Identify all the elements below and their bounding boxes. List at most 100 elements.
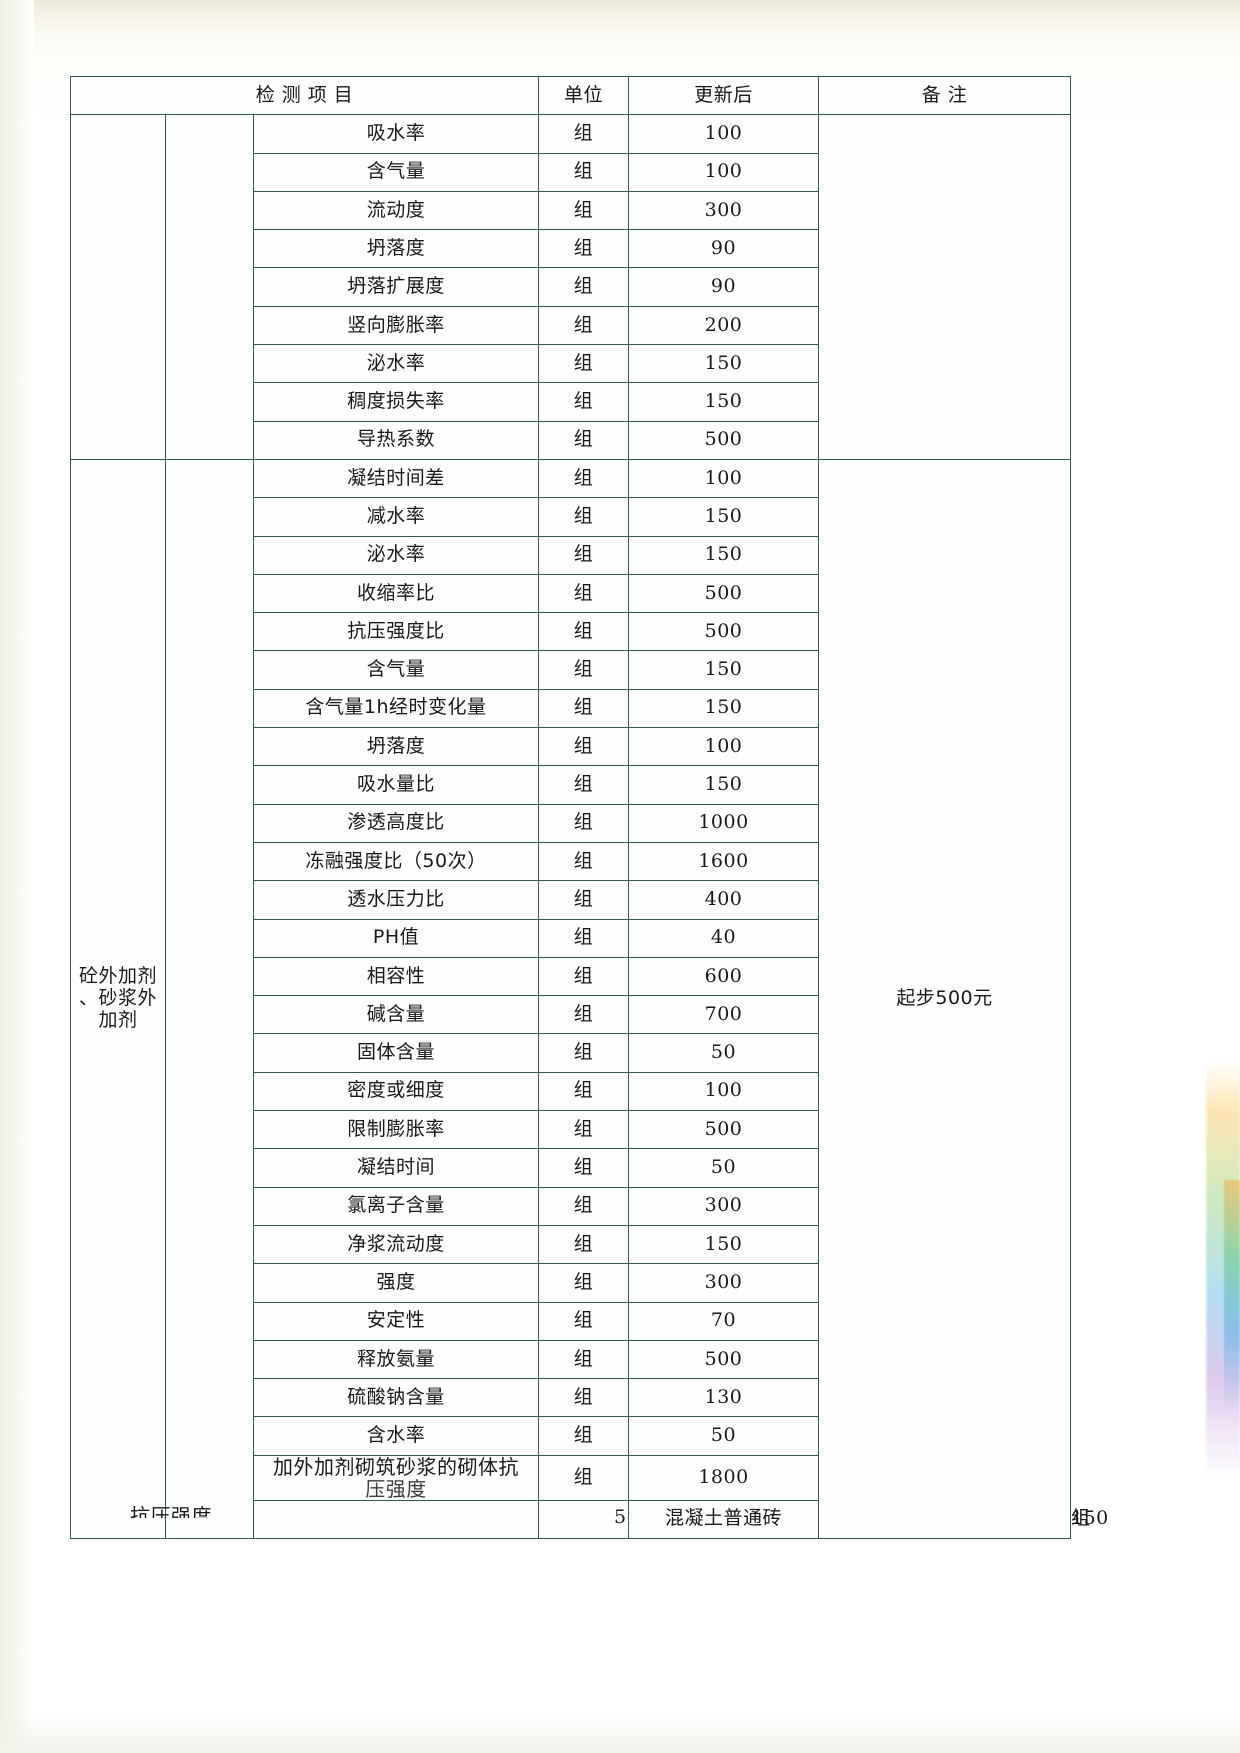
unit-cell: 组 (538, 1416, 629, 1456)
item-name-cell: 相容性 (253, 956, 539, 997)
value-cell: 1000 (628, 803, 819, 843)
item-name-cell: 渗透高度比 (253, 803, 539, 843)
table-row: 密度或细度组 100 (71, 1071, 1071, 1112)
table-row: 氯离子含量组 300 (71, 1186, 1071, 1226)
item-name-cell: 收缩率比 (253, 573, 539, 614)
unit-cell: 组 (538, 688, 629, 729)
value-cell: 300 (628, 1263, 819, 1303)
value-cell: 500 (628, 1110, 819, 1150)
value-cell: 50 (628, 1416, 819, 1456)
item-name-cell: 密度或细度 (253, 1071, 539, 1112)
unit-cell: 组 (538, 803, 629, 843)
item-name-cell: 透水压力比 (253, 880, 539, 920)
unit-cell: 组 (538, 1454, 629, 1501)
table-row: 坍落度组 100 (71, 727, 1071, 767)
table-row: 坍落扩展度组 90 (71, 267, 1071, 307)
value-cell: 50 (628, 1033, 819, 1073)
table-row: 相容性组 600 (71, 956, 1071, 997)
item-name-cell: 碱含量 (253, 995, 539, 1035)
category-cell-strength (253, 1499, 539, 1539)
value-cell: 100 (628, 727, 819, 767)
value-cell: 100 (628, 1071, 819, 1112)
scan-top-edge (0, 0, 1240, 34)
item-name-cell: 坍落度 (253, 727, 539, 767)
inspection-fee-table: 检 测 项 目单位 更新后备 注吸水率组 100 含气量组 100 流动度组 300 坍落度组… (70, 75, 1109, 1539)
note-cell-top (818, 114, 1071, 460)
item-name-cell: 净浆流动度 (253, 1224, 539, 1265)
scan-bottom-shadow (0, 1713, 1240, 1753)
subcategory-cell-strength (538, 1499, 629, 1539)
item-name-cell: 硫酸钠含量 (253, 1378, 539, 1418)
table-row: 渗透高度比组 1000 (71, 803, 1071, 843)
unit-cell: 组 (538, 918, 629, 958)
item-name-cell: PH值 (253, 918, 539, 958)
table-row: 含气量1h经时变化量组 150 (71, 688, 1071, 729)
unit-cell: 组 (538, 1339, 629, 1380)
value-cell: 90 (628, 267, 819, 307)
unit-cell: 组 (538, 1301, 629, 1341)
unit-cell: 组 (538, 1186, 629, 1226)
subcategory-cell-top (165, 114, 254, 460)
table-row: 碱含量组 700 (71, 995, 1071, 1035)
item-name-cell: 稠度损失率 (253, 382, 539, 422)
unit-cell: 组 (538, 535, 629, 575)
item-name-cell: 吸水量比 (253, 765, 539, 805)
item-name-cell: 坍落度 (253, 229, 539, 269)
unit-cell: 组 (538, 880, 629, 920)
unit-cell: 组 (538, 305, 629, 346)
table-row: 硫酸钠含量组 130 (71, 1378, 1071, 1418)
unit-cell: 组 (538, 1110, 629, 1150)
item-name-cell: 流动度 (253, 190, 539, 231)
unit-cell: 组 (538, 190, 629, 231)
header-note: 备 注 (818, 75, 1071, 116)
category-cell-additives: 砼外加剂 、砂浆外 加剂 (70, 458, 166, 1539)
scan-left-edge (0, 0, 34, 1753)
unit-cell: 组 (538, 995, 629, 1035)
unit-cell: 组 (538, 1378, 629, 1418)
item-name-cell: 含气量 (253, 650, 539, 690)
header-updated: 更新后 (628, 75, 819, 116)
scan-color-fringe-inner (1224, 1180, 1240, 1410)
item-name-cell: 含水率 (253, 1416, 539, 1456)
subcategory-cell-additives (165, 458, 254, 1539)
unit-cell: 组 (538, 497, 629, 537)
value-cell: 500 (628, 573, 819, 614)
value-cell: 50 (628, 1148, 819, 1188)
value-cell: 150 (628, 1224, 819, 1265)
table-row: 限制膨胀率组 500 (71, 1110, 1071, 1150)
unit-cell: 组 (538, 841, 629, 882)
unit-cell: 组 (538, 1033, 629, 1073)
unit-cell: 组 (538, 420, 629, 460)
table-body: 检 测 项 目单位 更新后备 注吸水率组 100 含气量组 100 流动度组 300 坍落度组… (70, 75, 1109, 1539)
value-cell: 130 (628, 1378, 819, 1418)
table-row: 冻融强度比（50次）组 1600 (71, 841, 1071, 882)
table-row: 吸水率组 100 (70, 114, 1071, 460)
page-number: 5 (613, 1506, 627, 1528)
unit-cell: 组 (538, 573, 629, 614)
header-unit: 单位 (538, 75, 629, 116)
unit-cell: 组 (538, 1148, 629, 1188)
unit-cell: 组 (538, 229, 629, 269)
item-name-cell: 凝结时间 (253, 1148, 539, 1188)
value-cell: 150 (628, 382, 819, 422)
header-item: 检 测 项 目 (70, 75, 539, 116)
value-cell: 150 (628, 535, 819, 575)
value-cell: 300 (628, 190, 819, 231)
unit-cell: 组 (538, 727, 629, 767)
item-name-cell: 混凝土普通砖 (628, 1499, 819, 1539)
value-cell: 100 (628, 152, 819, 192)
unit-cell: 组 (538, 267, 629, 307)
table-row: 释放氨量组 500 (71, 1339, 1071, 1380)
table-row: 泌水率组 150 (71, 535, 1071, 575)
value-cell: 100 (628, 114, 819, 154)
item-name-line1: 加外加剂砌筑砂浆的砌体抗 (273, 1455, 519, 1479)
table-row-last: 混凝土普通砖组150 (71, 1499, 1109, 1539)
value-cell: 600 (628, 956, 819, 997)
item-name-cell: 冻融强度比（50次） (253, 841, 539, 882)
item-name-cell: 减水率 (253, 497, 539, 537)
item-name-cell: 限制膨胀率 (253, 1110, 539, 1150)
value-cell: 500 (628, 612, 819, 652)
table-row: 固体含量组 50 (71, 1033, 1071, 1073)
item-name-cell: 泌水率 (253, 344, 539, 384)
note-cell-additives: 起步500元 (818, 458, 1071, 1539)
